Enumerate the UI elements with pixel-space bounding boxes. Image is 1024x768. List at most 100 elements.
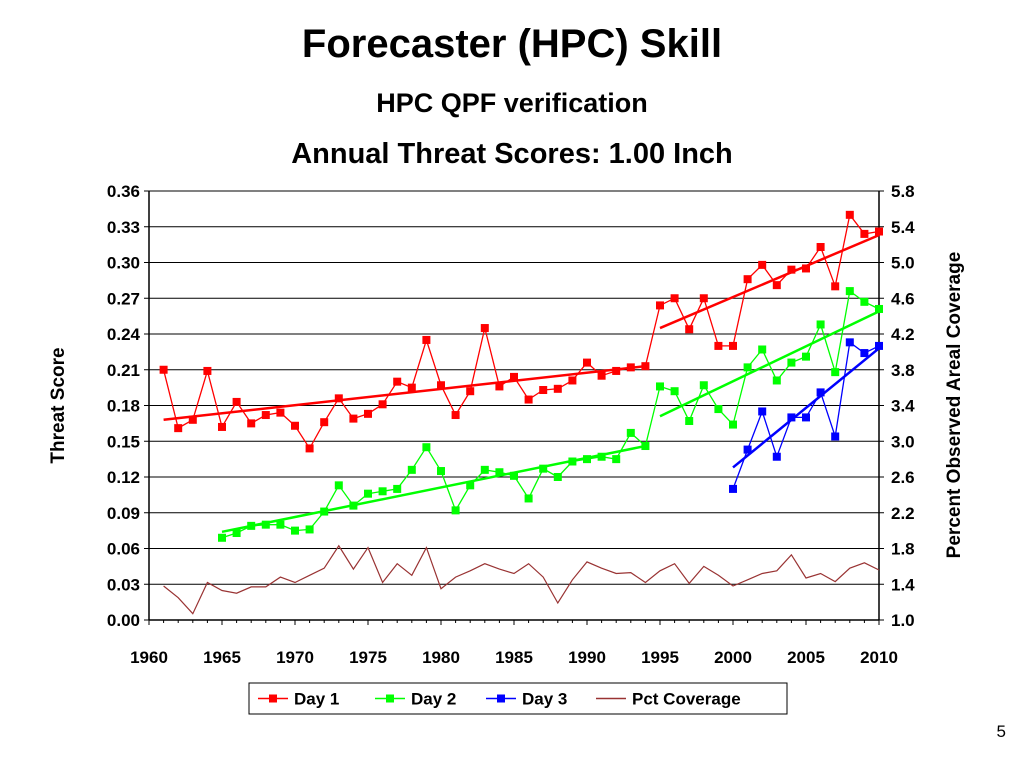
data-point-day-1	[247, 419, 255, 427]
data-point-day-1	[758, 261, 766, 269]
series-line-pct-coverage	[164, 546, 879, 614]
data-point-day-3	[773, 453, 781, 461]
y2-axis-label: Percent Observed Areal Coverage	[944, 252, 965, 559]
data-point-day-2	[831, 368, 839, 376]
y2-tick-label: 3.0	[891, 432, 915, 451]
legend-label: Day 3	[522, 690, 567, 709]
data-point-day-2	[335, 481, 343, 489]
data-point-day-2	[393, 485, 401, 493]
data-point-day-1	[846, 211, 854, 219]
legend-swatch-marker	[269, 695, 277, 703]
data-point-day-1	[160, 366, 168, 374]
data-point-day-1	[233, 398, 241, 406]
legend-label: Day 1	[294, 690, 339, 709]
x-tick-label: 1975	[349, 648, 387, 667]
data-point-day-1	[276, 409, 284, 417]
data-point-day-1	[364, 410, 372, 418]
legend-label: Pct Coverage	[632, 690, 741, 709]
data-point-day-2	[700, 381, 708, 389]
y2-tick-label: 3.8	[891, 361, 915, 380]
data-point-day-1	[291, 422, 299, 430]
data-point-day-1	[729, 342, 737, 350]
y-tick-label: 0.00	[107, 611, 140, 630]
data-point-day-2	[276, 521, 284, 529]
data-point-day-1	[875, 228, 883, 236]
data-point-day-1	[408, 384, 416, 392]
data-point-day-1	[671, 294, 679, 302]
x-tick-label: 2005	[787, 648, 825, 667]
trendline-day-3	[733, 348, 879, 467]
data-point-day-2	[525, 494, 533, 502]
x-tick-label: 1960	[130, 648, 168, 667]
data-point-day-2	[422, 443, 430, 451]
y2-tick-label: 5.4	[891, 218, 915, 237]
legend-swatch-marker	[386, 695, 394, 703]
y-tick-label: 0.18	[107, 397, 140, 416]
data-point-day-1	[568, 376, 576, 384]
x-tick-label: 1965	[203, 648, 241, 667]
data-point-day-1	[379, 400, 387, 408]
data-point-day-1	[773, 281, 781, 289]
data-point-day-2	[218, 534, 226, 542]
x-tick-label: 2000	[714, 648, 752, 667]
data-point-day-2	[787, 359, 795, 367]
data-point-day-2	[671, 387, 679, 395]
data-point-day-1	[860, 230, 868, 238]
data-point-day-1	[452, 411, 460, 419]
data-point-day-1	[320, 418, 328, 426]
data-point-day-2	[291, 527, 299, 535]
x-tick-label: 1970	[276, 648, 314, 667]
legend-label: Day 2	[411, 690, 456, 709]
y-tick-label: 0.09	[107, 504, 140, 523]
data-point-day-1	[817, 243, 825, 251]
data-point-day-2	[306, 525, 314, 533]
data-point-day-1	[466, 387, 474, 395]
y-tick-label: 0.33	[107, 218, 140, 237]
series-line-day-1	[164, 215, 879, 449]
data-point-day-1	[525, 396, 533, 404]
x-tick-label: 2010	[860, 648, 898, 667]
y2-tick-label: 2.6	[891, 468, 915, 487]
trendline-day-1	[164, 366, 646, 420]
x-tick-label: 1985	[495, 648, 533, 667]
data-point-day-1	[700, 294, 708, 302]
series-line-day-2	[222, 291, 879, 538]
y2-tick-label: 3.4	[891, 397, 915, 416]
data-point-day-1	[554, 385, 562, 393]
y-tick-label: 0.06	[107, 540, 140, 559]
data-point-day-2	[744, 363, 752, 371]
data-point-day-2	[379, 487, 387, 495]
data-point-day-2	[758, 345, 766, 353]
data-point-day-1	[203, 367, 211, 375]
y2-tick-label: 5.8	[891, 182, 915, 201]
y-tick-label: 0.21	[107, 361, 140, 380]
data-point-day-1	[218, 423, 226, 431]
y-tick-label: 0.24	[107, 325, 141, 344]
page-number: 5	[997, 722, 1006, 742]
data-point-day-1	[481, 324, 489, 332]
y2-tick-label: 2.2	[891, 504, 915, 523]
y-tick-label: 0.03	[107, 575, 140, 594]
data-point-day-1	[174, 424, 182, 432]
data-point-day-1	[393, 378, 401, 386]
y2-tick-label: 1.4	[891, 575, 915, 594]
x-tick-label: 1980	[422, 648, 460, 667]
data-point-day-3	[758, 407, 766, 415]
data-point-day-3	[831, 432, 839, 440]
data-point-day-1	[714, 342, 722, 350]
x-tick-label: 1990	[568, 648, 606, 667]
data-point-day-2	[773, 376, 781, 384]
data-point-day-1	[583, 359, 591, 367]
data-point-day-2	[612, 455, 620, 463]
data-point-day-2	[452, 506, 460, 514]
data-point-day-2	[481, 466, 489, 474]
y-tick-label: 0.30	[107, 254, 140, 273]
y2-tick-label: 4.2	[891, 325, 915, 344]
data-point-day-2	[714, 405, 722, 413]
data-point-day-2	[846, 287, 854, 295]
data-point-day-1	[744, 275, 752, 283]
data-point-day-1	[598, 372, 606, 380]
data-point-day-2	[656, 382, 664, 390]
data-point-day-2	[802, 353, 810, 361]
y-axis-label: Threat Score	[48, 347, 69, 463]
